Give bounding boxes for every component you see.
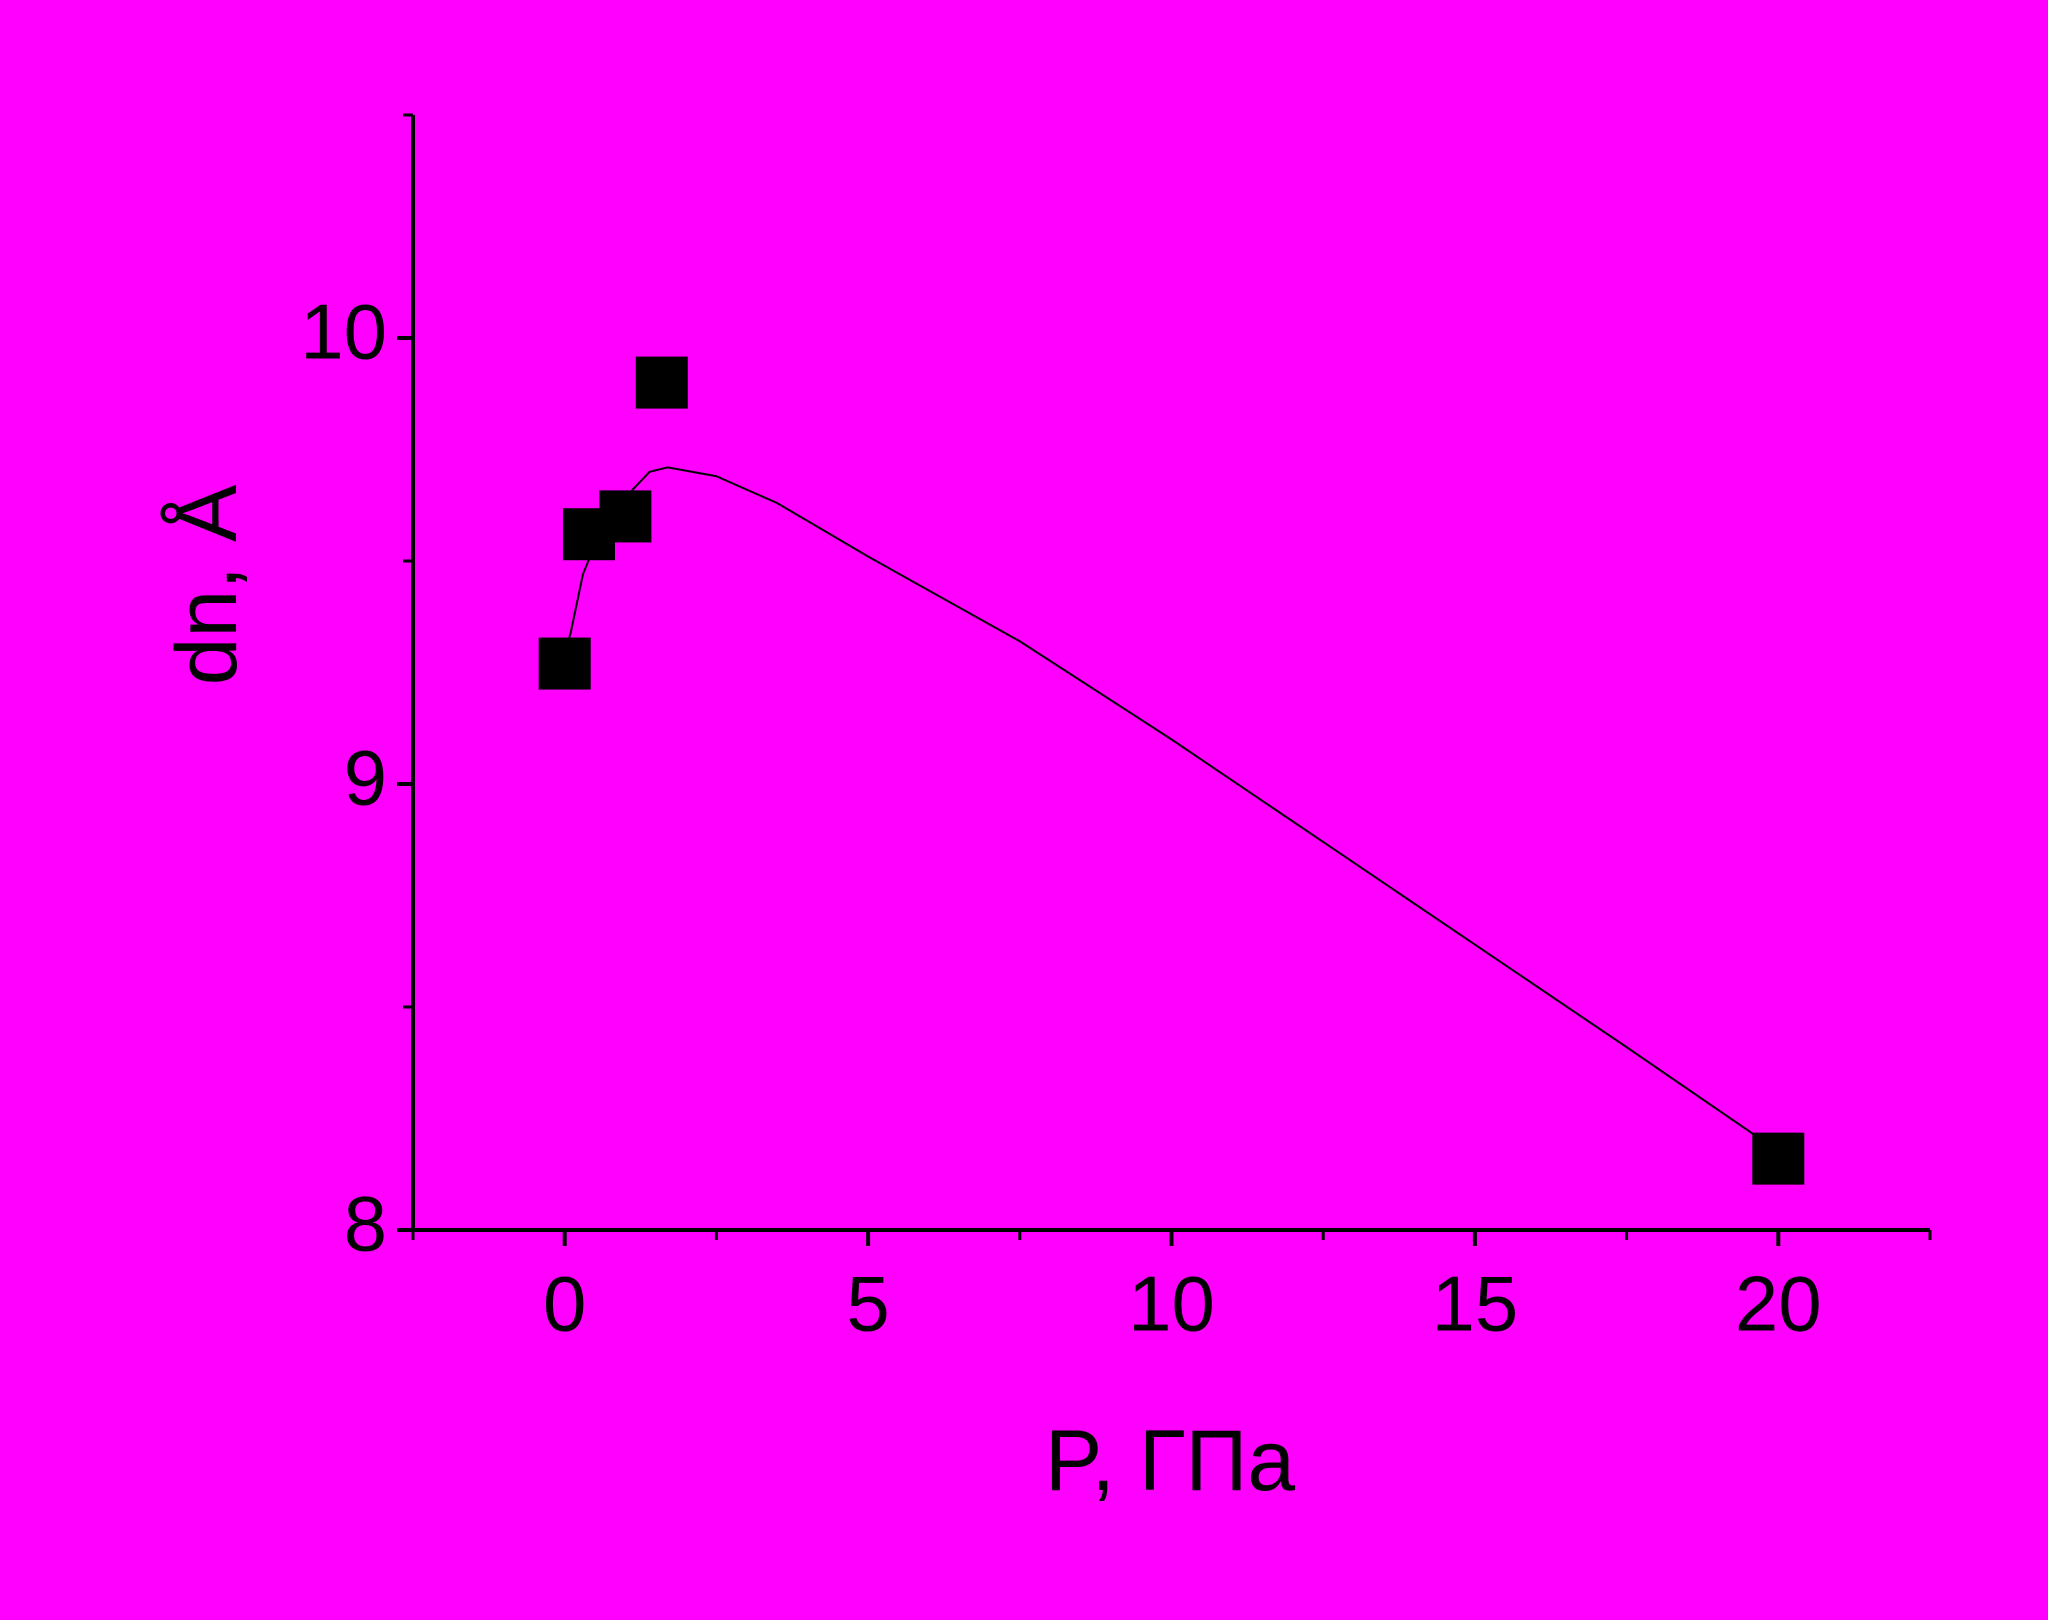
data-point	[538, 637, 591, 690]
data-point	[635, 356, 688, 409]
y-tick-label: 8	[344, 1180, 387, 1268]
x-tick-label: 10	[1128, 1260, 1215, 1348]
x-tick-label: 0	[543, 1260, 586, 1348]
y-tick-label: 9	[344, 734, 387, 822]
data-point	[599, 490, 652, 543]
x-tick-label: 20	[1735, 1260, 1822, 1348]
x-tick-label: 15	[1432, 1260, 1519, 1348]
x-tick-label: 5	[846, 1260, 889, 1348]
x-axis-title: P, ГПа	[1045, 1413, 1295, 1509]
y-axis-title: dn, Å	[159, 484, 255, 685]
data-point	[1752, 1132, 1805, 1185]
y-tick-label: 10	[300, 288, 387, 376]
